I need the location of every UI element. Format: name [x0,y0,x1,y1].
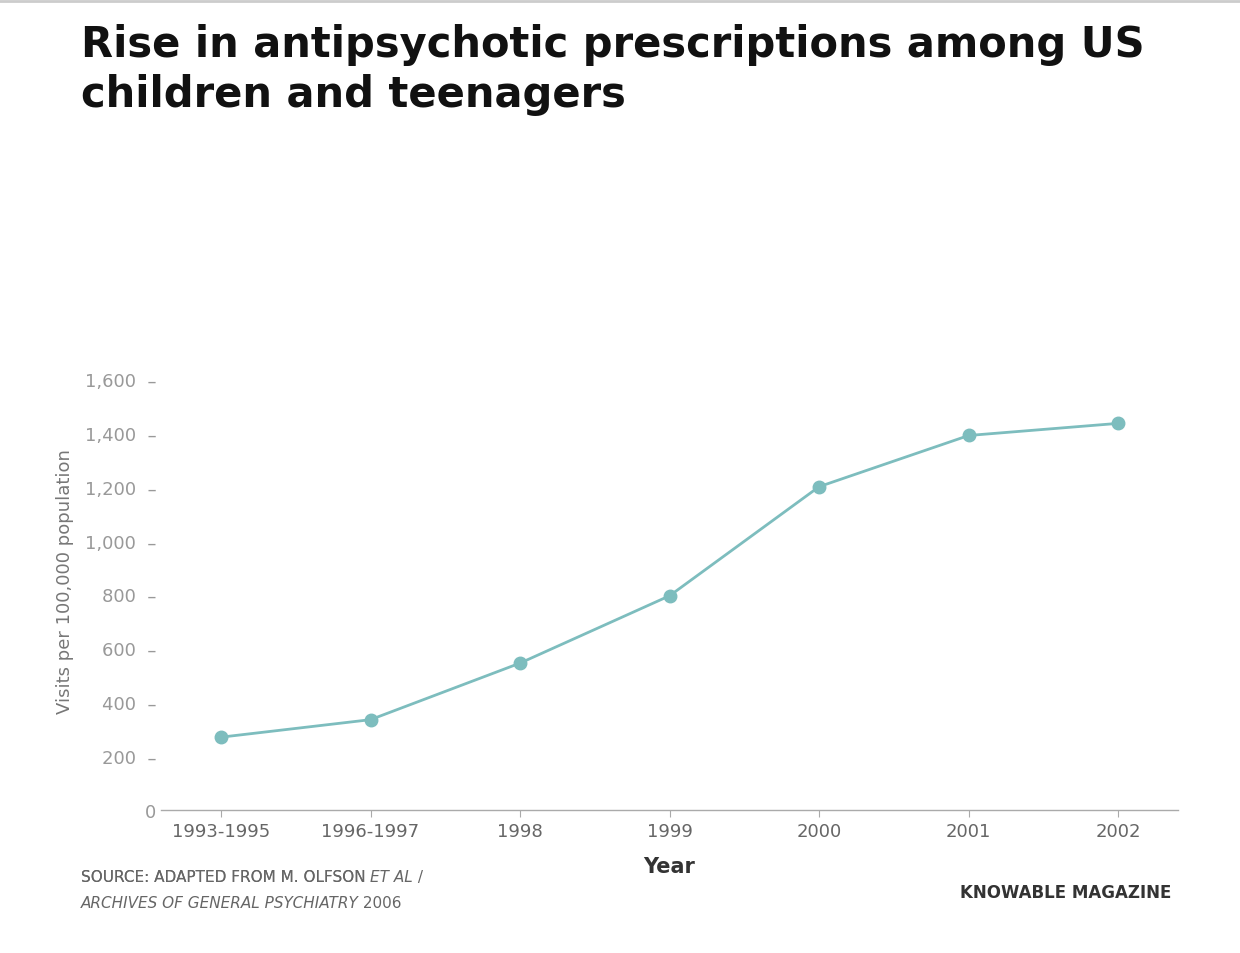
Text: KNOWABLE MAGAZINE: KNOWABLE MAGAZINE [961,882,1172,901]
Text: /: / [413,869,423,884]
Text: 2006: 2006 [358,895,402,910]
Text: ET AL: ET AL [370,869,413,884]
Text: Rise in antipsychotic prescriptions among US
children and teenagers: Rise in antipsychotic prescriptions amon… [81,24,1145,116]
Text: ARCHIVES OF GENERAL PSYCHIATRY: ARCHIVES OF GENERAL PSYCHIATRY [81,895,358,910]
X-axis label: Year: Year [644,857,696,877]
Y-axis label: Visits per 100,000 population: Visits per 100,000 population [56,449,73,714]
Text: SOURCE: ADAPTED FROM M. OLFSON: SOURCE: ADAPTED FROM M. OLFSON [81,869,370,884]
Text: SOURCE: ADAPTED FROM M. OLFSON: SOURCE: ADAPTED FROM M. OLFSON [81,869,370,884]
